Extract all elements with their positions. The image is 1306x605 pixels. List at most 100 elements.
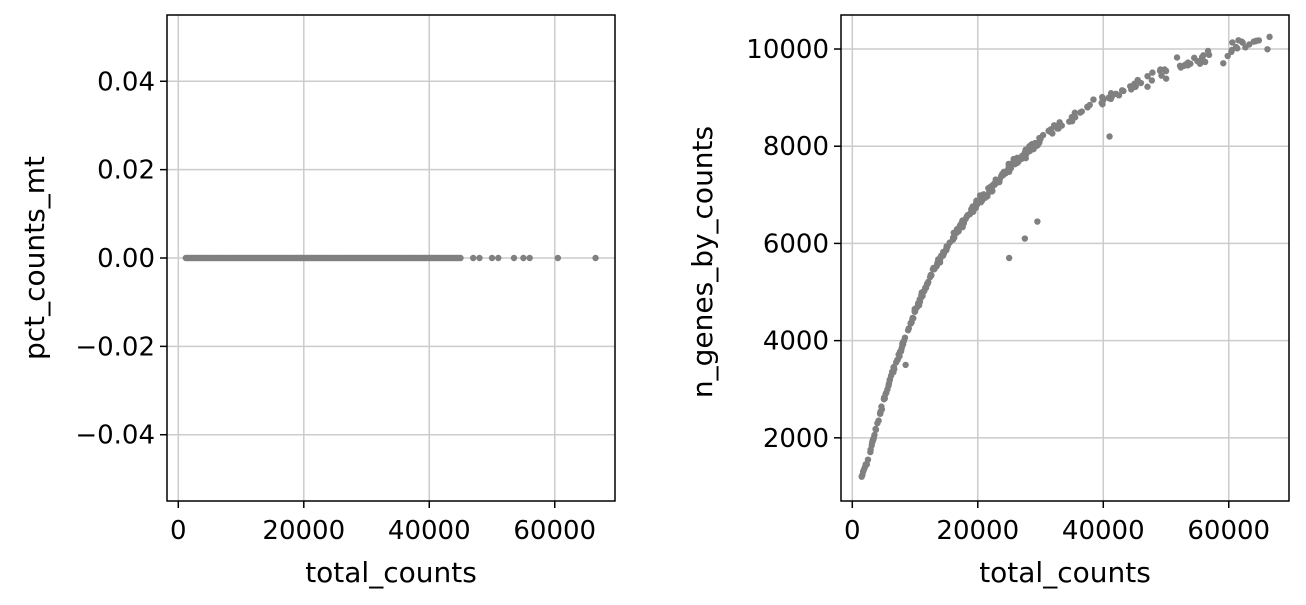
right-points (858, 33, 1273, 480)
data-point (943, 245, 950, 252)
data-point (1233, 45, 1241, 52)
data-point (894, 356, 901, 363)
data-point (931, 265, 938, 273)
data-point (1182, 61, 1189, 68)
data-point (510, 254, 518, 262)
data-point (883, 389, 890, 396)
data-point (949, 234, 957, 241)
left-y-axis-label: pct_counts_mt (18, 156, 51, 360)
y-tick-label: 8000 (763, 132, 829, 162)
x-tick-label: 20000 (936, 516, 1019, 546)
data-point (1100, 96, 1107, 104)
data-point (1194, 57, 1201, 65)
outlier-point (1021, 235, 1029, 242)
outlier-point (902, 361, 909, 369)
data-point (1238, 38, 1245, 45)
data-point (1012, 156, 1020, 163)
data-point (1058, 122, 1065, 129)
data-point (1224, 52, 1231, 60)
data-point (904, 327, 912, 334)
data-point (872, 425, 879, 433)
y-tick-label: 6000 (763, 229, 829, 259)
y-tick-label: −0.04 (75, 421, 155, 451)
x-tick-label: 40000 (388, 516, 471, 546)
data-point (1068, 113, 1076, 121)
data-point (592, 254, 599, 262)
data-point (891, 365, 898, 373)
data-point (476, 254, 483, 262)
data-point (915, 300, 922, 308)
data-point (1162, 75, 1170, 82)
left-x-axis-label: total_counts (305, 556, 477, 589)
data-point (520, 254, 527, 262)
right-scatter-panel: 0 20000 40000 60000 2000 4000 6000 8000 10000 to… (686, 14, 1290, 589)
data-point (1144, 83, 1151, 90)
data-point (1177, 64, 1185, 71)
data-point (554, 254, 562, 262)
x-tick-label: 60000 (1187, 516, 1270, 546)
data-point (927, 271, 934, 279)
data-point (488, 254, 496, 262)
data-point (899, 342, 906, 349)
x-tick-label: 0 (170, 516, 187, 546)
data-point (964, 212, 971, 219)
data-point (1253, 37, 1260, 44)
data-point (969, 203, 976, 210)
data-point (457, 254, 464, 262)
data-point (1107, 90, 1115, 97)
data-point (1128, 86, 1135, 93)
data-point (1229, 39, 1236, 46)
data-point (986, 187, 993, 194)
y-tick-label: 0.04 (97, 67, 155, 97)
data-point (1053, 123, 1060, 130)
data-point (937, 252, 945, 259)
data-point (1204, 47, 1212, 55)
data-point (1162, 67, 1170, 75)
data-point (526, 254, 533, 262)
outlier-point (1106, 133, 1113, 140)
left-scatter-panel: 0 20000 40000 60000 −0.04 −0.02 0.00 0.02 0.04 t… (18, 14, 616, 589)
data-point (1005, 164, 1013, 172)
y-tick-label: 0.00 (97, 244, 155, 274)
data-point (1084, 104, 1091, 111)
data-point (1078, 108, 1086, 115)
data-point (910, 315, 917, 322)
y-tick-label: 0.02 (97, 156, 155, 186)
data-point (864, 456, 872, 463)
right-x-axis-label: total_counts (979, 556, 1151, 589)
data-point (1220, 60, 1227, 67)
data-point (495, 254, 502, 262)
right-grid (841, 15, 1289, 501)
data-point (911, 308, 919, 315)
data-point (1021, 150, 1029, 157)
x-tick-label: 20000 (262, 516, 345, 546)
data-point (867, 446, 874, 453)
data-point (886, 376, 894, 383)
y-tick-label: 4000 (763, 327, 829, 357)
right-y-axis-label: n_genes_by_counts (686, 126, 719, 398)
data-point (955, 227, 962, 235)
data-point (1090, 96, 1097, 103)
data-point (1173, 54, 1181, 61)
y-tick-label: 2000 (763, 424, 829, 454)
data-point (877, 408, 884, 416)
data-point (990, 181, 997, 189)
data-point (1144, 72, 1151, 80)
outlier-point (1034, 218, 1041, 225)
data-point (1115, 92, 1123, 99)
data-point (1148, 77, 1156, 84)
outlier-point (1005, 254, 1013, 262)
y-tick-label: 10000 (746, 35, 829, 65)
x-tick-label: 0 (844, 516, 861, 546)
y-tick-label: −0.02 (75, 332, 155, 362)
data-point (1026, 147, 1034, 155)
data-point (923, 281, 931, 288)
right-ticks: 0 20000 40000 60000 2000 4000 6000 8000 10000 (746, 35, 1270, 546)
data-point (974, 198, 981, 206)
right-axes-frame (840, 14, 1290, 502)
data-point (1266, 33, 1273, 41)
data-point (870, 435, 877, 443)
data-point (1264, 46, 1271, 53)
data-point (1228, 46, 1236, 54)
